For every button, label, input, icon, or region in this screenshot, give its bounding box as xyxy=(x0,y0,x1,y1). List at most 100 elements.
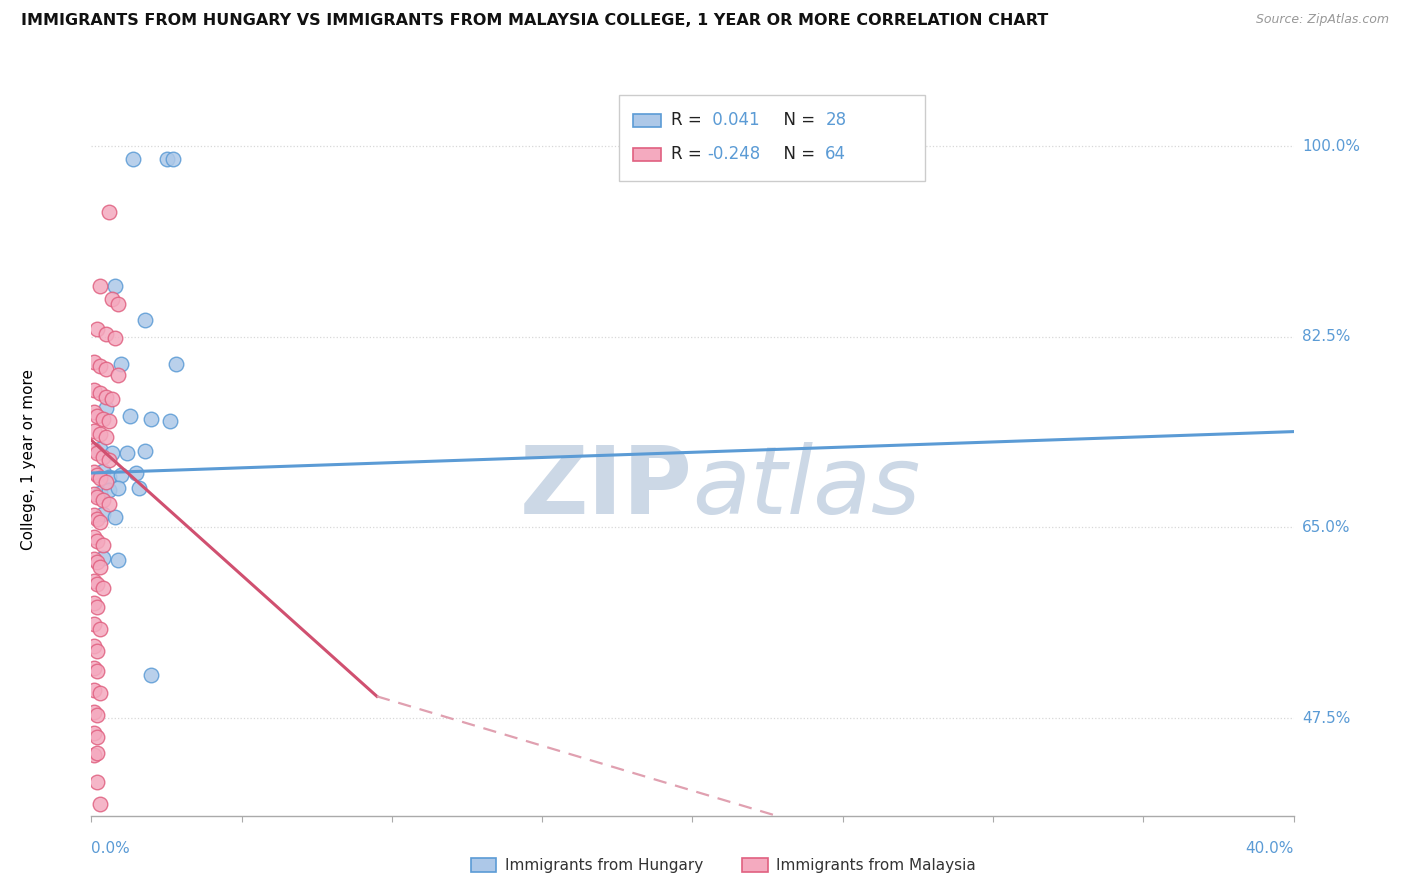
Point xyxy=(134,313,156,327)
Point xyxy=(128,481,150,495)
Point xyxy=(83,552,105,566)
Point xyxy=(89,442,111,456)
Text: N =: N = xyxy=(773,145,821,163)
Point xyxy=(86,730,108,744)
Point xyxy=(83,465,105,479)
Point xyxy=(104,331,127,345)
Point xyxy=(83,530,105,544)
Text: atlas: atlas xyxy=(692,442,921,533)
Point xyxy=(117,446,139,460)
Point xyxy=(89,471,111,485)
Point xyxy=(86,468,108,483)
Text: College, 1 year or more: College, 1 year or more xyxy=(21,369,37,549)
Text: 82.5%: 82.5% xyxy=(1302,329,1350,344)
Point xyxy=(120,409,142,424)
Text: Immigrants from Malaysia: Immigrants from Malaysia xyxy=(776,858,976,872)
Text: 28: 28 xyxy=(825,112,846,129)
Point xyxy=(98,204,121,219)
Point xyxy=(89,515,111,529)
Point xyxy=(159,414,181,428)
Point xyxy=(101,292,124,306)
Point xyxy=(122,153,145,167)
Point xyxy=(141,667,163,681)
Point xyxy=(110,357,132,371)
Text: 0.0%: 0.0% xyxy=(91,841,131,856)
Text: Immigrants from Hungary: Immigrants from Hungary xyxy=(505,858,703,872)
Point xyxy=(96,362,118,376)
Point xyxy=(86,409,108,424)
Point xyxy=(86,512,108,526)
Text: ZIP: ZIP xyxy=(520,442,692,534)
Point xyxy=(110,468,132,483)
Point xyxy=(89,359,111,374)
Point xyxy=(93,551,115,566)
Point xyxy=(162,153,184,167)
Point xyxy=(86,577,108,591)
Point xyxy=(83,726,105,740)
Point xyxy=(86,533,108,548)
Point xyxy=(83,405,105,419)
Point xyxy=(125,466,148,480)
Point xyxy=(86,707,108,722)
Point xyxy=(83,383,105,397)
Point xyxy=(83,443,105,458)
Point xyxy=(93,508,115,522)
Text: R =: R = xyxy=(671,145,707,163)
Point xyxy=(93,538,115,552)
Point xyxy=(83,424,105,438)
Point xyxy=(96,390,118,404)
Text: 0.041: 0.041 xyxy=(707,112,759,129)
Point xyxy=(107,297,129,311)
Point xyxy=(86,490,108,504)
Point xyxy=(86,322,108,336)
Point xyxy=(93,411,115,425)
Point xyxy=(83,682,105,697)
Point xyxy=(86,599,108,614)
Point xyxy=(86,665,108,679)
Point xyxy=(96,430,118,444)
Point xyxy=(89,686,111,700)
Point xyxy=(89,278,111,293)
Point xyxy=(86,746,108,760)
Point xyxy=(83,355,105,369)
Point xyxy=(98,496,121,510)
Point xyxy=(93,464,115,478)
Point xyxy=(141,411,163,425)
Point xyxy=(86,555,108,569)
Point xyxy=(83,639,105,653)
Point xyxy=(83,486,105,500)
Point xyxy=(83,705,105,719)
Text: 65.0%: 65.0% xyxy=(1302,520,1350,535)
Point xyxy=(96,326,118,341)
Point xyxy=(155,153,177,167)
Point xyxy=(104,509,127,524)
Point xyxy=(83,596,105,610)
Point xyxy=(107,368,129,382)
Text: N =: N = xyxy=(773,112,821,129)
Point xyxy=(86,446,108,460)
Point xyxy=(101,446,124,460)
Text: 100.0%: 100.0% xyxy=(1302,138,1360,153)
Point xyxy=(89,622,111,636)
Point xyxy=(89,485,111,500)
Point xyxy=(134,444,156,458)
Point xyxy=(101,392,124,406)
Point xyxy=(93,450,115,464)
Point xyxy=(98,483,121,498)
Point xyxy=(93,493,115,508)
Point xyxy=(86,775,108,789)
Point xyxy=(86,643,108,657)
Point xyxy=(96,475,118,489)
Point xyxy=(89,559,111,574)
Point xyxy=(89,426,111,441)
Point xyxy=(89,797,111,812)
Text: -0.248: -0.248 xyxy=(707,145,761,163)
Point xyxy=(98,414,121,428)
Text: IMMIGRANTS FROM HUNGARY VS IMMIGRANTS FROM MALAYSIA COLLEGE, 1 YEAR OR MORE CORR: IMMIGRANTS FROM HUNGARY VS IMMIGRANTS FR… xyxy=(21,13,1049,29)
Point xyxy=(104,278,127,293)
Point xyxy=(83,574,105,588)
Point xyxy=(83,508,105,523)
Point xyxy=(89,386,111,401)
Point xyxy=(83,661,105,675)
Text: R =: R = xyxy=(671,112,707,129)
